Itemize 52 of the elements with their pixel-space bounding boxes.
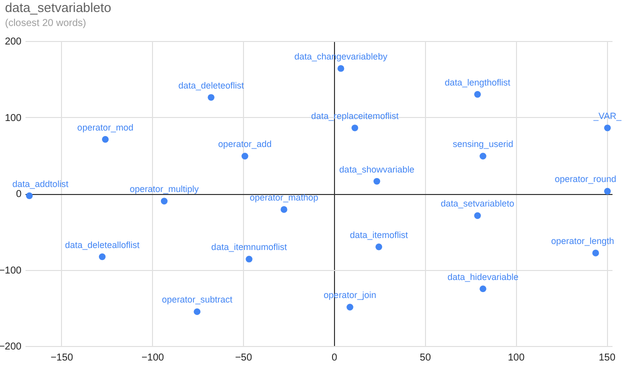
data-label: _VAR_ <box>592 110 622 121</box>
data-label: operator_mathop <box>250 192 318 203</box>
y-tick-label: 0 <box>16 189 22 200</box>
x-tick-label: 50 <box>420 352 432 364</box>
data-label: data_replaceitemoflist <box>311 110 400 121</box>
x-tick-label: 100 <box>508 352 525 364</box>
data-label: data_deleteoflist <box>178 80 244 90</box>
data-label: data_showvariable <box>339 164 414 174</box>
point <box>246 256 252 262</box>
data-label: operator_subtract <box>162 294 233 305</box>
point <box>474 212 481 219</box>
point <box>604 124 611 132</box>
point <box>375 244 382 250</box>
data-label: data_setvariableto <box>440 198 514 209</box>
data-label: operator_multiply <box>130 184 200 194</box>
point <box>373 178 380 185</box>
chart-title: data_setvariableto <box>5 0 112 15</box>
point <box>592 250 599 256</box>
point <box>474 91 481 98</box>
point <box>102 136 109 143</box>
point <box>208 94 214 101</box>
data-label: data_addtolist <box>12 178 69 189</box>
data-label: data_deletealloflist <box>64 240 140 250</box>
point <box>194 308 200 316</box>
data-label: sensing_userid <box>452 139 514 150</box>
point <box>480 152 486 160</box>
data-label: operator_add <box>218 139 272 150</box>
data-label: operator_length <box>551 236 614 246</box>
y-tick-label: 100 <box>4 112 22 124</box>
point <box>242 152 248 160</box>
data-label: data_itemnumoflist <box>211 242 288 252</box>
data-label: operator_round <box>554 174 616 184</box>
data-label: data_itemoflist <box>350 230 408 240</box>
point <box>480 285 486 292</box>
chart-subtitle: (closest 20 words) <box>5 18 86 29</box>
data-label: data_lengthoflist <box>444 77 511 88</box>
y-tick-label: 200 <box>4 36 22 48</box>
data-label: operator_mod <box>77 122 134 132</box>
x-tick-label: 0 <box>332 352 338 364</box>
point <box>98 253 106 260</box>
point <box>604 188 611 195</box>
x-tick-label: −150 <box>50 352 74 364</box>
point <box>26 192 33 200</box>
data-label: data_hidevariable <box>447 272 518 282</box>
point <box>346 304 354 310</box>
x-tick-label: −50 <box>235 352 252 364</box>
x-tick-label: −100 <box>141 352 164 364</box>
point <box>280 206 288 213</box>
x-tick-label: 150 <box>598 352 616 364</box>
point <box>351 124 358 132</box>
point <box>338 65 344 72</box>
point <box>160 198 168 204</box>
